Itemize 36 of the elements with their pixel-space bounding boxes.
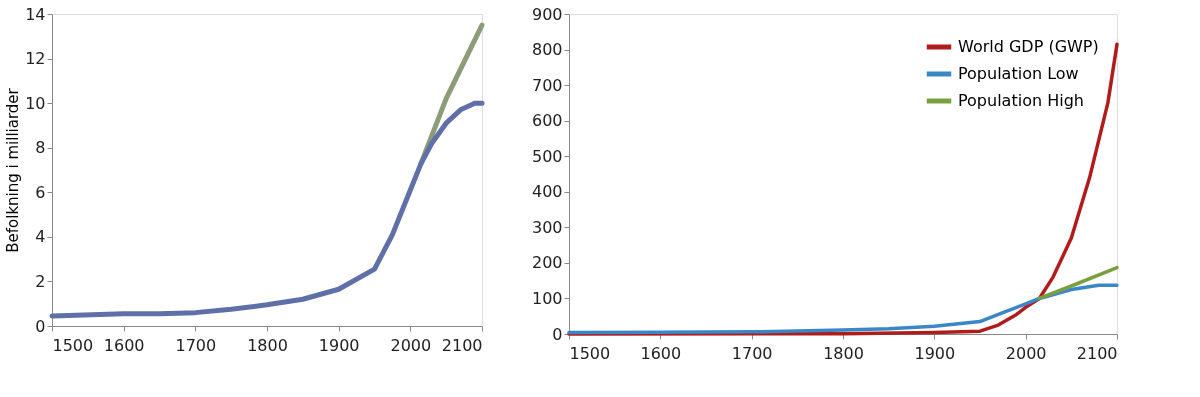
x-tick-label: 1600: [640, 343, 682, 363]
y-tick-label: 0: [552, 324, 563, 344]
x-tick-label: 2100: [1076, 343, 1118, 363]
y-tick-label: 900: [531, 4, 563, 24]
x-tick-label: 1700: [731, 343, 773, 363]
y-tick-label: 500: [531, 146, 563, 166]
x-tick-label: 1900: [318, 335, 360, 355]
y-tick-label: 100: [531, 288, 563, 308]
y-tick-label: 10: [25, 93, 46, 113]
y-tick-label: 2: [35, 271, 46, 291]
y-tick-label: 700: [531, 75, 563, 95]
y-tick-label: 300: [531, 217, 563, 237]
y-tick-label: 6: [35, 182, 46, 202]
y-tick-label: 14: [25, 4, 46, 24]
y-tick-label: 800: [531, 40, 563, 60]
y-tick-label: 200: [531, 253, 563, 273]
y-tick-label: 12: [25, 49, 46, 69]
legend-label: Population High: [958, 91, 1084, 110]
x-tick-label: 1800: [247, 335, 288, 355]
x-tick-label: 1600: [103, 335, 145, 355]
x-tick-label: 1800: [823, 343, 864, 363]
x-tick-label: 1500: [569, 343, 611, 363]
x-tick-label: 2100: [441, 335, 483, 355]
y-tick-label: 4: [35, 227, 46, 247]
x-tick-label: 2000: [1005, 343, 1047, 363]
legend-label: Population Low: [958, 64, 1079, 83]
y-tick-label: 0: [35, 316, 46, 336]
y-tick-label: 600: [531, 111, 563, 131]
y-axis-title: Befolkning i milliarder: [4, 87, 23, 253]
legend-label: World GDP (GWP): [958, 37, 1099, 56]
y-tick-label: 400: [531, 182, 563, 202]
x-tick-label: 1900: [914, 343, 956, 363]
x-tick-label: 2000: [390, 335, 432, 355]
x-tick-label: 1700: [175, 335, 217, 355]
y-tick-label: 8: [35, 138, 46, 158]
x-tick-label: 1500: [52, 335, 94, 355]
